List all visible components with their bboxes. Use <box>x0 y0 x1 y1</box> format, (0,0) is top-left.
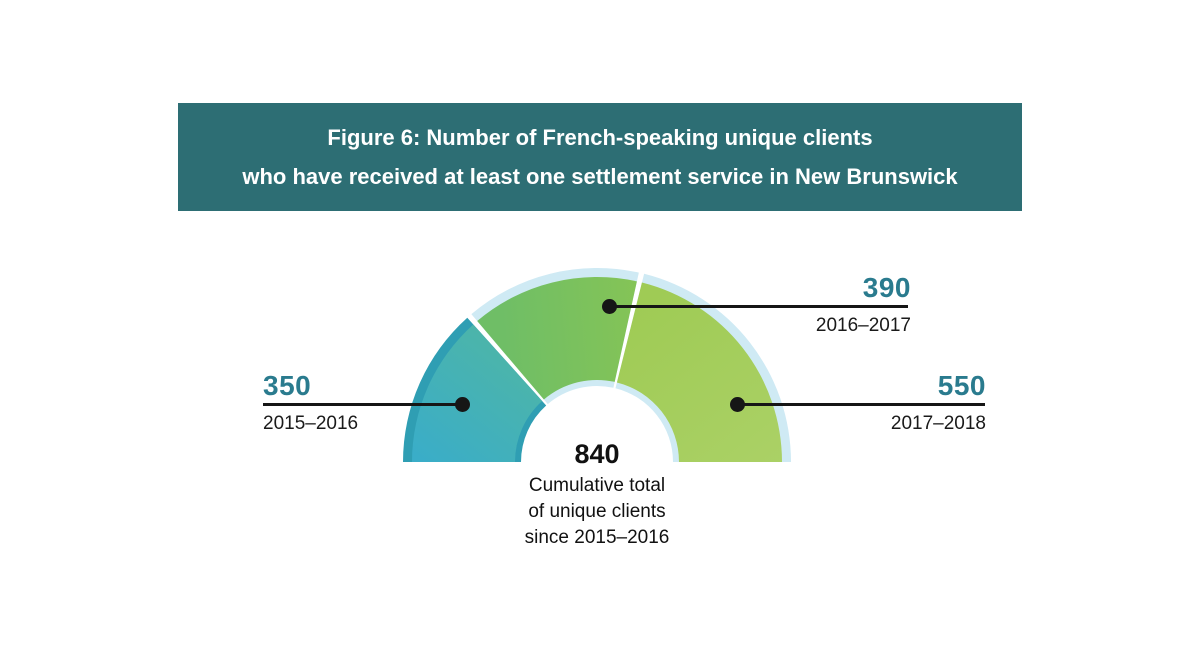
callout-dot-2016-2017 <box>602 299 617 314</box>
gauge-segment-0 <box>412 324 543 462</box>
figure-title-banner: Figure 6: Number of French-speaking uniq… <box>178 103 1022 211</box>
cumulative-total-caption: Cumulative total of unique clients since… <box>524 475 670 548</box>
callout-line-2016-2017 <box>611 305 908 308</box>
callout-line-2017-2018 <box>739 403 985 406</box>
callout-label-2017-2018: 2017–2018 <box>890 413 986 434</box>
gauge-segment-1 <box>477 276 637 400</box>
gauge-segment-2 <box>616 282 782 462</box>
gauge-segment-layer <box>412 276 782 462</box>
callout-dot-2015-2016 <box>455 397 470 412</box>
cumulative-total-value: 840 <box>574 439 620 469</box>
figure-title-line1: Figure 6: Number of French-speaking uniq… <box>327 125 873 150</box>
callout-line-2015-2016 <box>263 403 464 406</box>
callout-value-2015-2016: 350 <box>263 370 312 401</box>
callout-dot-2017-2018 <box>730 397 745 412</box>
callout-label-2015-2016: 2015–2016 <box>263 413 359 434</box>
callout-value-2016-2017: 390 <box>862 272 911 303</box>
figure-title-line2: who have received at least one settlemen… <box>242 164 958 189</box>
callout-value-2017-2018: 550 <box>937 370 986 401</box>
callout-label-2016-2017: 2016–2017 <box>815 315 911 336</box>
